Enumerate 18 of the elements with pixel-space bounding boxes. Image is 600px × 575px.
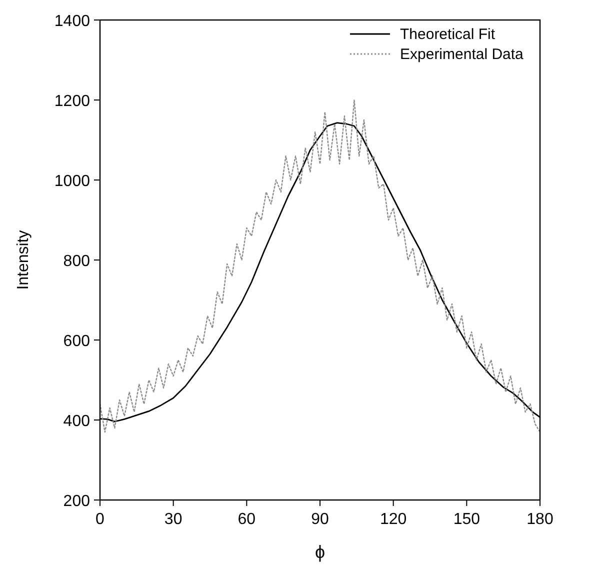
y-tick-label: 800 <box>63 253 90 270</box>
x-tick-label: 150 <box>453 511 480 528</box>
y-tick-label: 200 <box>63 493 90 510</box>
y-tick-label: 400 <box>63 413 90 430</box>
y-tick-label: 1400 <box>54 13 90 30</box>
y-tick-label: 1200 <box>54 93 90 110</box>
x-tick-label: 120 <box>380 511 407 528</box>
legend-label: Experimental Data <box>400 46 524 63</box>
x-tick-label: 180 <box>526 511 554 528</box>
x-axis-title: ϕ <box>314 542 326 562</box>
x-tick-label: 0 <box>96 511 105 528</box>
x-tick-label: 90 <box>311 511 329 528</box>
y-axis-title: Intensity <box>15 230 32 290</box>
legend-label: Theoretical Fit <box>400 26 496 43</box>
y-tick-label: 600 <box>63 333 90 350</box>
x-tick-label: 30 <box>164 511 182 528</box>
y-tick-label: 1000 <box>54 173 90 190</box>
x-tick-label: 60 <box>238 511 256 528</box>
